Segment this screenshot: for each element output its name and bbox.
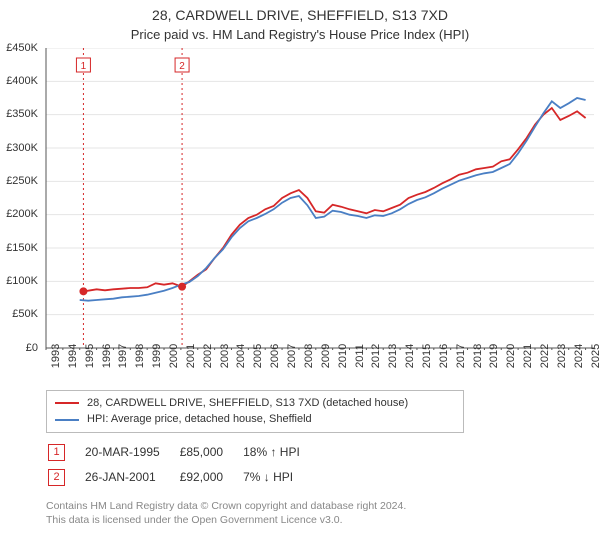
- legend-row: 28, CARDWELL DRIVE, SHEFFIELD, S13 7XD (…: [55, 395, 455, 412]
- x-tick-label: 2000: [168, 344, 180, 368]
- x-tick-label: 2014: [404, 344, 416, 368]
- x-tick-label: 2007: [286, 344, 298, 368]
- y-tick-label: £200K: [6, 208, 38, 220]
- x-tick-label: 2024: [573, 344, 585, 368]
- x-tick-label: 2025: [590, 344, 600, 368]
- y-tick-label: £350K: [6, 108, 38, 120]
- x-tick-label: 1993: [50, 344, 62, 368]
- chart-area: 12£0£50K£100K£150K£200K£250K£300K£350K£4…: [0, 48, 594, 384]
- sale-row: 1 20-MAR-1995£85,00018% ↑ HPI: [48, 441, 318, 464]
- legend-swatch: [55, 419, 79, 421]
- legend-label: HPI: Average price, detached house, Shef…: [87, 411, 312, 428]
- sales-table: 1 20-MAR-1995£85,00018% ↑ HPI 2 26-JAN-2001…: [46, 439, 320, 491]
- x-tick-label: 2006: [269, 344, 281, 368]
- legend-label: 28, CARDWELL DRIVE, SHEFFIELD, S13 7XD (…: [87, 395, 408, 412]
- x-tick-label: 1995: [84, 344, 96, 368]
- x-tick-label: 2019: [488, 344, 500, 368]
- title-line1: 28, CARDWELL DRIVE, SHEFFIELD, S13 7XD: [0, 6, 600, 26]
- sale-row: 2 26-JAN-2001£92,0007% ↓ HPI: [48, 466, 318, 489]
- y-tick-label: £50K: [12, 308, 38, 320]
- title-block: 28, CARDWELL DRIVE, SHEFFIELD, S13 7XD P…: [0, 0, 600, 44]
- x-tick-label: 2020: [505, 344, 517, 368]
- x-tick-label: 1998: [134, 344, 146, 368]
- line-chart: 12: [0, 48, 594, 350]
- sale-price: £92,000: [180, 466, 241, 489]
- x-tick-label: 2012: [370, 344, 382, 368]
- svg-text:2: 2: [179, 61, 185, 72]
- series-price_paid: [83, 108, 585, 291]
- legend-row: HPI: Average price, detached house, Shef…: [55, 411, 455, 428]
- x-tick-label: 2005: [252, 344, 264, 368]
- x-tick-label: 2023: [556, 344, 568, 368]
- sale-date: 20-MAR-1995: [85, 441, 178, 464]
- y-tick-label: £400K: [6, 75, 38, 87]
- x-tick-label: 2004: [235, 344, 247, 368]
- x-tick-label: 2003: [219, 344, 231, 368]
- sale-marker-2: 2: [175, 58, 189, 72]
- footnote-line2: This data is licensed under the Open Gov…: [46, 513, 600, 527]
- title-line2: Price paid vs. HM Land Registry's House …: [0, 26, 600, 44]
- x-tick-label: 2015: [421, 344, 433, 368]
- footnote: Contains HM Land Registry data © Crown c…: [46, 499, 600, 527]
- sale-date: 26-JAN-2001: [85, 466, 178, 489]
- y-tick-label: £0: [26, 342, 38, 354]
- x-tick-label: 2018: [472, 344, 484, 368]
- legend: 28, CARDWELL DRIVE, SHEFFIELD, S13 7XD (…: [46, 390, 464, 433]
- sale-marker-1: 1: [76, 58, 90, 72]
- x-tick-label: 1999: [151, 344, 163, 368]
- x-tick-label: 1994: [67, 344, 79, 368]
- x-tick-label: 2001: [185, 344, 197, 368]
- sale-marker-box: 1: [48, 444, 65, 461]
- y-tick-label: £450K: [6, 42, 38, 54]
- sale-price: £85,000: [180, 441, 241, 464]
- series-hpi: [80, 98, 586, 301]
- x-tick-label: 2013: [387, 344, 399, 368]
- x-tick-label: 2022: [539, 344, 551, 368]
- x-tick-label: 2009: [320, 344, 332, 368]
- x-tick-label: 2010: [337, 344, 349, 368]
- y-tick-label: £150K: [6, 242, 38, 254]
- x-tick-label: 2016: [438, 344, 450, 368]
- x-tick-label: 1996: [101, 344, 113, 368]
- footnote-line1: Contains HM Land Registry data © Crown c…: [46, 499, 600, 513]
- y-tick-label: £250K: [6, 175, 38, 187]
- x-tick-label: 2017: [455, 344, 467, 368]
- x-tick-label: 2008: [303, 344, 315, 368]
- y-tick-label: £300K: [6, 142, 38, 154]
- sale-delta: 18% ↑ HPI: [243, 441, 318, 464]
- svg-text:1: 1: [81, 61, 87, 72]
- x-tick-label: 2002: [202, 344, 214, 368]
- x-tick-label: 2021: [522, 344, 534, 368]
- x-tick-label: 1997: [117, 344, 129, 368]
- legend-swatch: [55, 402, 79, 404]
- sale-marker-box: 2: [48, 469, 65, 486]
- y-tick-label: £100K: [6, 275, 38, 287]
- sale-delta: 7% ↓ HPI: [243, 466, 318, 489]
- x-tick-label: 2011: [354, 344, 366, 368]
